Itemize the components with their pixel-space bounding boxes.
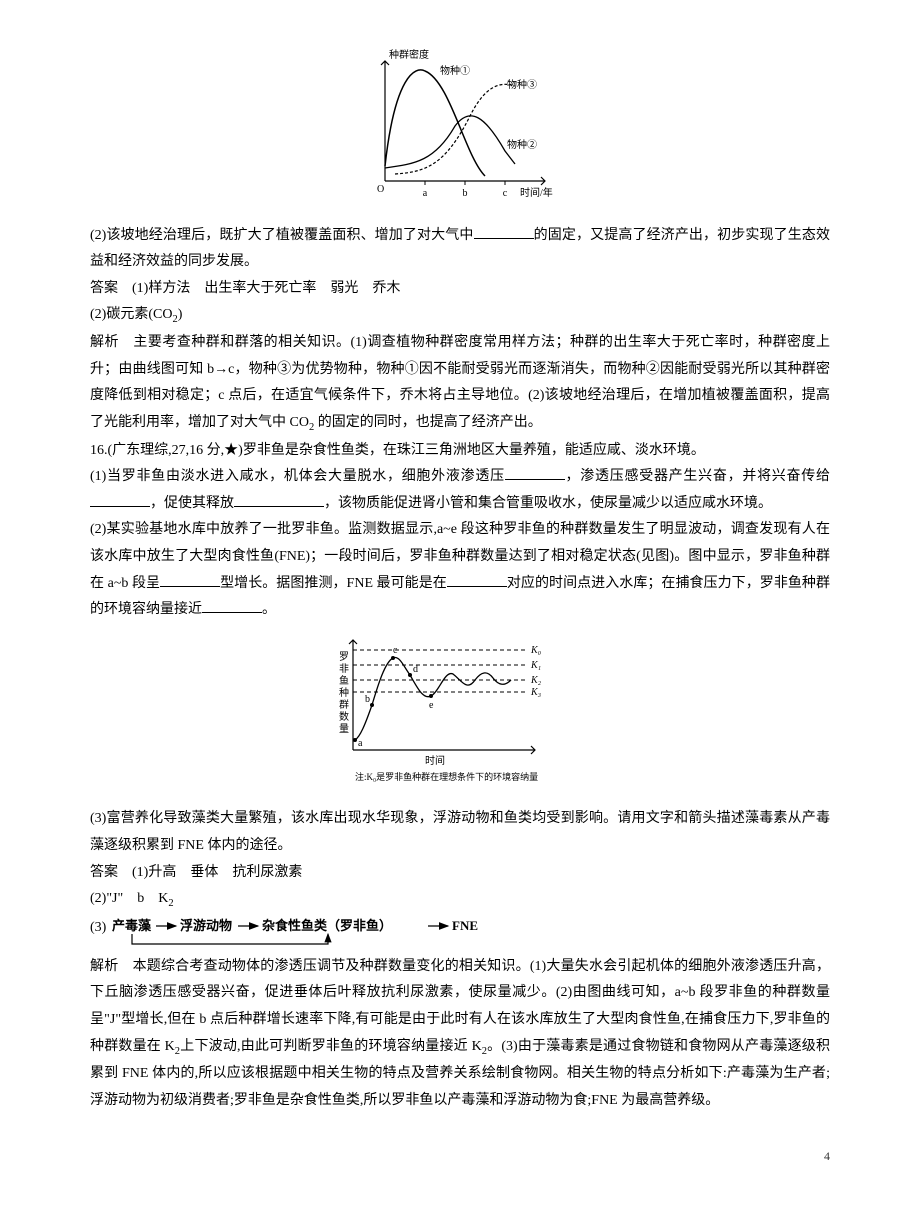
q16-3: (3)富营养化导致藻类大量繁殖，该水库出现水华现象，浮游动物和鱼类均受到影响。请… xyxy=(90,806,830,859)
ylabel2-6: 数 xyxy=(339,710,349,723)
blank-1c xyxy=(234,492,324,507)
q2-line: (2)该坡地经治理后，既扩大了植被覆盖面积、增加了对大气中的固定，又提高了经济产… xyxy=(90,223,830,276)
xlabel2: 时间 xyxy=(425,754,445,767)
food-chain-svg: 产毒藻 浮游动物 杂食性鱼类（罗非鱼） FNE xyxy=(110,914,530,954)
curve-species3 xyxy=(395,84,515,174)
answer-16-2-sub: 2 xyxy=(168,898,173,909)
ylabel2-3: 鱼 xyxy=(339,674,349,687)
ylabel2-2: 非 xyxy=(339,663,349,675)
blank-2b xyxy=(447,572,507,587)
explain-1: 解析 主要考查种群和群落的相关知识。(1)调查植物种群密度常用样方法；种群的出生… xyxy=(90,330,830,438)
q2-text-a: (2)该坡地经治理后，既扩大了植被覆盖面积、增加了对大气中 xyxy=(90,228,474,243)
q16-1a: (1)当罗非鱼由淡水进入咸水，机体会大量脱水，细胞外液渗透压 xyxy=(90,469,505,484)
answer-1: 答案 (1)样方法 出生率大于死亡率 弱光 乔木 xyxy=(90,276,830,303)
pt-c: c xyxy=(393,645,398,656)
k1-label: K₁ xyxy=(530,660,541,671)
page: a b c O 种群密度 时间/年 物种① 物种③ 物种② (2)该坡地经治理后… xyxy=(90,46,830,1167)
xtick-a: a xyxy=(423,188,428,199)
chain-node-3: FNE xyxy=(452,918,478,933)
origin-label: O xyxy=(377,184,384,195)
answer-16-1: 答案 (1)升高 垂体 抗利尿激素 xyxy=(90,860,830,887)
k2-label: K₂ xyxy=(530,675,542,686)
pop-curve-svg: K₀ K₁ K₂ K₃ a b c d e 罗 非 鱼 种 群 xyxy=(325,630,595,790)
pt-e: e xyxy=(429,700,434,711)
chain-node-1: 浮游动物 xyxy=(180,918,232,933)
figure-1: a b c O 种群密度 时间/年 物种① 物种③ 物种② xyxy=(90,46,830,217)
xlabel: 时间/年 xyxy=(520,186,553,199)
ylabel2-7: 量 xyxy=(339,723,349,735)
answer-16-3-label: (3) xyxy=(90,914,106,942)
blank-2a xyxy=(160,572,220,587)
ylabel2-1: 罗 xyxy=(339,651,349,663)
q16-2: (2)某实验基地水库中放养了一批罗非鱼。监测数据显示,a~e 段这种罗非鱼的种群… xyxy=(90,517,830,623)
answer-1b-tail: ) xyxy=(178,307,183,322)
answer-1b-head: (2)碳元素(CO xyxy=(90,307,172,322)
k0-label: K₀ xyxy=(530,645,542,656)
answer-16-3-row: (3) 产毒藻 浮游动物 杂食性鱼类（罗非鱼） FNE xyxy=(90,914,830,954)
q16-2b: 型增长。据图推测，FNE 最可能是在 xyxy=(220,576,447,591)
q16-1d: ，该物质能促进肾小管和集合管重吸收水，使尿量减少以适应咸水环境。 xyxy=(324,496,772,511)
blank-q2 xyxy=(474,224,534,239)
explain-16: 解析 本题综合考查动物体的渗透压调节及种群数量变化的相关知识。(1)大量失水会引… xyxy=(90,954,830,1115)
curve-species2 xyxy=(385,116,515,168)
chain-node-2: 杂食性鱼类（罗非鱼） xyxy=(262,918,392,933)
ylabel2-5: 群 xyxy=(339,698,349,711)
xtick-c: c xyxy=(503,188,508,199)
pop-curve xyxy=(355,657,511,740)
fig2-note: 注:K₀是罗非鱼种群在理想条件下的环境容纳量 xyxy=(355,771,538,782)
ylabel: 种群密度 xyxy=(389,48,429,61)
answer-1b: (2)碳元素(CO2) xyxy=(90,302,830,330)
legend-3: 物种③ xyxy=(507,78,537,91)
page-number: 4 xyxy=(90,1145,830,1168)
chain-node-0: 产毒藻 xyxy=(112,918,152,933)
ylabel2-4: 种 xyxy=(339,686,349,699)
q16-1: (1)当罗非鱼由淡水进入咸水，机体会大量脱水，细胞外液渗透压 ，渗透压感受器产生兴… xyxy=(90,464,830,517)
legend-1: 物种① xyxy=(440,64,470,77)
explain-1b: 的固定的同时，也提高了经济产出。 xyxy=(314,415,542,430)
q16-head: 16.(广东理综,27,16 分,★)罗非鱼是杂食性鱼类，在珠江三角洲地区大量养… xyxy=(90,438,830,465)
k3-label: K₃ xyxy=(530,687,542,698)
q16-1b: ，渗透压感受器产生兴奋，并将兴奋传给 xyxy=(565,469,830,484)
answer-16-2: (2)"J" b K2 xyxy=(90,886,830,914)
xtick-b: b xyxy=(463,188,468,199)
pt-d: d xyxy=(413,664,418,675)
q16-1c: ，促使其释放 xyxy=(150,496,234,511)
figure-2: K₀ K₁ K₂ K₃ a b c d e 罗 非 鱼 种 群 xyxy=(90,630,830,801)
curve-species1 xyxy=(385,70,485,176)
legend-2: 物种② xyxy=(507,138,537,151)
species-curve-svg: a b c O 种群密度 时间/年 物种① 物种③ 物种② xyxy=(355,46,565,206)
pt-a: a xyxy=(358,738,363,749)
pt-b: b xyxy=(365,694,370,705)
q16-2d: 。 xyxy=(262,602,276,617)
blank-1b xyxy=(90,492,150,507)
bypass-arrow xyxy=(132,934,328,944)
explain-16b: 上下波动,由此可判断罗非鱼的环境容纳量接近 K xyxy=(180,1039,482,1054)
answer-16-2-text: (2)"J" b K xyxy=(90,891,168,906)
blank-2c xyxy=(202,598,262,613)
blank-1a xyxy=(505,465,565,480)
